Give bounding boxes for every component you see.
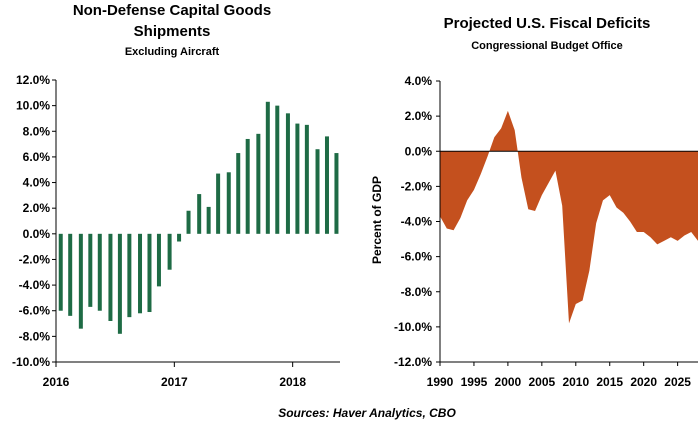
left-bar bbox=[58, 233, 63, 311]
left-bar bbox=[285, 113, 290, 234]
left-chart-bars bbox=[58, 101, 339, 334]
left-y-tick-label: -6.0% bbox=[19, 304, 51, 318]
left-bar bbox=[324, 136, 329, 234]
left-x-tick-label: 2016 bbox=[43, 375, 70, 389]
right-x-tick-label: 2005 bbox=[528, 375, 555, 389]
left-x-tick-label: 2018 bbox=[279, 375, 306, 389]
left-y-tick-label: 6.0% bbox=[23, 150, 51, 164]
left-bar bbox=[186, 210, 191, 234]
left-bar bbox=[295, 123, 300, 234]
left-chart-axes bbox=[55, 80, 340, 363]
left-bar bbox=[68, 233, 73, 316]
right-y-tick-label: 4.0% bbox=[405, 74, 433, 88]
right-x-tick-label: 2020 bbox=[630, 375, 657, 389]
right-x-tick-label: 2025 bbox=[664, 375, 691, 389]
left-bar bbox=[197, 194, 202, 234]
right-y-tick-label: -8.0% bbox=[401, 285, 433, 299]
right-x-tick-label: 1995 bbox=[461, 375, 488, 389]
left-bar bbox=[265, 101, 270, 234]
right-chart-x-ticks: 1990 1995 2000 2005 2010 2015 2020 2025 bbox=[427, 362, 691, 389]
left-y-tick-label: 4.0% bbox=[23, 176, 51, 190]
left-bar bbox=[127, 233, 132, 318]
left-chart-title: Non-Defense Capital Goods bbox=[73, 2, 271, 19]
left-y-tick-label: 2.0% bbox=[23, 201, 51, 215]
right-chart-title: Projected U.S. Fiscal Deficits bbox=[444, 15, 651, 32]
left-bar bbox=[78, 233, 83, 329]
right-y-tick-label: 2.0% bbox=[405, 109, 433, 123]
left-chart-x-ticks: 2016 2017 2018 bbox=[43, 362, 306, 389]
left-y-tick-label: 12.0% bbox=[16, 73, 50, 87]
left-y-tick-label: -4.0% bbox=[19, 278, 51, 292]
left-bar bbox=[304, 124, 309, 234]
left-chart-title-line2: Shipments bbox=[134, 23, 211, 40]
right-x-tick-label: 1990 bbox=[427, 375, 454, 389]
left-bar bbox=[226, 172, 231, 234]
source-note: Sources: Haver Analytics, CBO bbox=[278, 406, 456, 420]
right-y-tick-label: -6.0% bbox=[401, 250, 433, 264]
right-chart-area bbox=[440, 110, 698, 324]
right-chart-axes bbox=[439, 81, 698, 363]
left-y-tick-label: 8.0% bbox=[23, 124, 51, 138]
left-bar bbox=[147, 233, 152, 313]
right-y-tick-label: 0.0% bbox=[405, 144, 433, 158]
left-bar bbox=[108, 233, 113, 321]
left-bar bbox=[138, 233, 143, 314]
left-y-tick-label: -10.0% bbox=[12, 355, 50, 369]
left-bar bbox=[236, 153, 241, 234]
left-y-tick-label: 10.0% bbox=[16, 99, 50, 113]
left-bar bbox=[167, 233, 172, 270]
left-bar bbox=[245, 138, 250, 234]
right-y-tick-label: -10.0% bbox=[394, 320, 432, 334]
left-bar bbox=[156, 233, 161, 287]
left-bar bbox=[117, 233, 122, 334]
left-bar bbox=[216, 173, 221, 234]
right-chart-subtitle: Congressional Budget Office bbox=[471, 40, 623, 52]
right-y-tick-label: -12.0% bbox=[394, 355, 432, 369]
right-y-tick-label: -4.0% bbox=[401, 215, 433, 229]
left-bar bbox=[177, 233, 182, 242]
right-chart-y-ticks: 4.0% 2.0% 0.0% -2.0% -4.0% -6.0% -8.0% -10.0% -1… bbox=[394, 74, 440, 369]
left-bar bbox=[334, 153, 339, 234]
left-bar bbox=[97, 233, 102, 311]
left-chart-y-ticks: 12.0% 10.0% 8.0% 6.0% 4.0% 2.0% 0.0% -2.0% -4.0%… bbox=[12, 73, 56, 369]
left-y-tick-label: -8.0% bbox=[19, 329, 51, 343]
left-bar bbox=[206, 206, 211, 234]
left-x-tick-label: 2017 bbox=[161, 375, 188, 389]
right-y-tick-label: -2.0% bbox=[401, 179, 433, 193]
right-x-tick-label: 2010 bbox=[562, 375, 589, 389]
left-bar bbox=[88, 233, 93, 307]
left-bar bbox=[275, 105, 280, 234]
left-y-tick-label: -2.0% bbox=[19, 252, 51, 266]
right-deficit-area bbox=[440, 110, 698, 324]
left-chart-subtitle: Excluding Aircraft bbox=[125, 46, 220, 58]
left-bar bbox=[256, 133, 261, 234]
left-bar bbox=[315, 149, 320, 234]
right-x-tick-label: 2015 bbox=[596, 375, 623, 389]
left-y-tick-label: 0.0% bbox=[23, 227, 51, 241]
right-x-tick-label: 2000 bbox=[495, 375, 522, 389]
right-chart-ylabel: Percent of GDP bbox=[370, 176, 384, 264]
